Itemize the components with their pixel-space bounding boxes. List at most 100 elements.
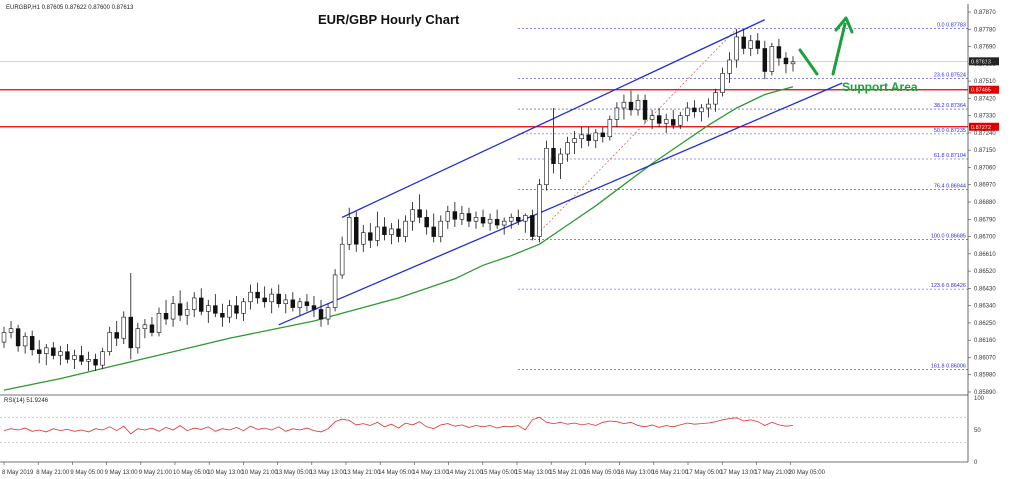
- time-tick-label: 8 May 2019: [2, 470, 34, 476]
- candle: [269, 288, 274, 314]
- candle: [107, 326, 112, 356]
- candle: [353, 211, 359, 252]
- fib-level-label: 0.0 0.87783: [937, 23, 966, 29]
- candle-body: [431, 226, 436, 237]
- candle: [199, 288, 204, 316]
- candle: [424, 209, 429, 235]
- candle-body: [713, 92, 718, 105]
- candle-body: [487, 218, 493, 224]
- candle: [438, 215, 444, 243]
- candle: [783, 52, 789, 74]
- candle-body: [776, 46, 782, 59]
- candle-body: [325, 307, 331, 320]
- time-axis: 8 May 2019 8 May 21:00 9 May 05:00 9 May 13…: [2, 462, 826, 476]
- candle-body: [508, 217, 514, 222]
- candle-body: [353, 217, 359, 245]
- candle-body: [318, 309, 324, 320]
- candle: [614, 102, 620, 128]
- price-tick-label: 0.86880: [974, 200, 996, 206]
- rsi-panel: 100 50 0: [0, 396, 985, 466]
- candle-body: [114, 332, 119, 339]
- candle: [114, 320, 119, 346]
- price-tick-label: 0.87240: [974, 131, 996, 137]
- candle-body: [227, 305, 232, 318]
- current-price-box: [969, 57, 999, 66]
- time-tick-label: 14 May 21:00: [447, 470, 484, 476]
- candle-body: [269, 293, 274, 303]
- price-tick-label: 0.87330: [974, 114, 996, 120]
- support-area-label: Support Area: [842, 80, 918, 94]
- candle: [191, 292, 197, 318]
- candle: [65, 344, 70, 364]
- candle: [121, 311, 126, 345]
- candle: [44, 344, 49, 366]
- price-tick-label: 0.87060: [974, 165, 996, 171]
- candle-body: [177, 303, 183, 316]
- candle: [29, 330, 35, 356]
- candle-body: [459, 213, 465, 220]
- rsi-line: [3, 416, 794, 435]
- candle-body: [516, 217, 521, 222]
- candle: [170, 296, 176, 327]
- candle-body: [184, 309, 190, 316]
- candle-body: [29, 336, 35, 351]
- level-price-label: 0.87465: [971, 88, 991, 94]
- level-price-label: 0.87272: [971, 125, 991, 131]
- candle-body: [206, 305, 211, 312]
- level-price-box: [969, 85, 999, 94]
- candle-body: [466, 213, 472, 222]
- candle: [706, 98, 711, 118]
- time-tick-label: 9 May 13:00: [105, 470, 139, 476]
- price-tick-label: 0.86520: [974, 269, 996, 275]
- price-tick-label: 0.85890: [974, 390, 996, 396]
- candle-body: [79, 355, 84, 362]
- candle-body: [656, 115, 662, 124]
- candle: [368, 223, 373, 249]
- down-arrow-segment: [798, 48, 819, 76]
- candle-body: [741, 36, 746, 49]
- candle: [635, 94, 641, 116]
- price-tick-label: 0.87510: [974, 79, 996, 85]
- moving-average: [3, 86, 794, 391]
- candle: [727, 52, 732, 84]
- time-tick-label: 15 May 05:00: [481, 470, 518, 476]
- candle: [410, 202, 415, 231]
- candle: [530, 209, 535, 241]
- candle-body: [396, 228, 401, 237]
- candle: [318, 299, 324, 327]
- candle-body: [720, 73, 725, 93]
- candle: [86, 351, 91, 371]
- candle: [642, 94, 648, 124]
- time-tick-label: 15 May 21:00: [549, 470, 586, 476]
- candle: [361, 225, 366, 252]
- candle-body: [199, 297, 204, 312]
- candle-body: [36, 349, 42, 354]
- candle: [149, 317, 155, 337]
- candle-body: [368, 232, 373, 241]
- candle-body: [579, 134, 584, 139]
- candle: [501, 217, 507, 235]
- candle-body: [93, 359, 98, 366]
- time-tick-label: 13 May 13:00: [310, 470, 347, 476]
- time-tick-label: 17 May 13:00: [720, 470, 757, 476]
- candle: [621, 94, 627, 120]
- candle: [713, 88, 718, 112]
- candle-body: [452, 211, 458, 220]
- candle: [128, 273, 134, 360]
- fib-level-label: 61.8 0.87104: [934, 153, 966, 159]
- price-tick-label: 0.86790: [974, 217, 996, 223]
- candle: [685, 102, 690, 122]
- candle-body: [678, 115, 683, 126]
- candle-body: [297, 301, 303, 308]
- candle: [213, 294, 218, 318]
- candle: [544, 140, 549, 191]
- candle-body: [614, 107, 620, 120]
- candle-body: [635, 99, 641, 111]
- price-tick-label: 0.86700: [974, 235, 996, 241]
- candle-body: [438, 220, 444, 237]
- candle-body: [762, 48, 768, 72]
- candle-body: [671, 119, 676, 126]
- candle-body: [241, 301, 246, 314]
- rsi-tick-label: 50: [974, 428, 981, 434]
